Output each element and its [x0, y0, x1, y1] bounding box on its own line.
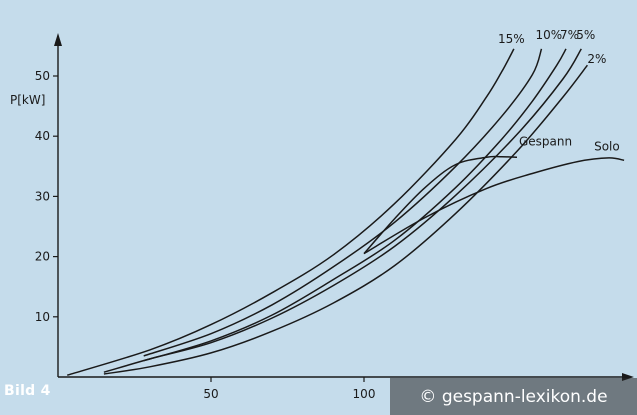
ticks: 10 20 30 40 50 50 100 — [35, 69, 376, 401]
y-tick-label: 20 — [35, 250, 50, 264]
figure-label: Bild 4 — [4, 383, 51, 399]
curve-label-2pct: 2% — [587, 52, 606, 66]
curve-15pct — [66, 48, 515, 376]
curve-5pct — [103, 48, 582, 373]
axes: P[kW] — [10, 33, 634, 381]
y-axis-arrow — [54, 33, 62, 46]
y-tick-label: 10 — [35, 310, 50, 324]
curve-labels: 15% 10%7%5% 2% Gespann Solo — [498, 28, 620, 153]
y-tick-label: 50 — [35, 69, 50, 83]
curve-7pct — [143, 48, 567, 362]
curve-label-15pct: 15% — [498, 32, 525, 46]
curve-solo — [363, 157, 625, 255]
curve-10pct — [143, 48, 543, 357]
x-tick-label: 50 — [203, 387, 218, 401]
curve-label-5pct: 5% — [576, 28, 595, 42]
curve-label-10pct: 10% — [535, 28, 562, 42]
y-tick-label: 30 — [35, 189, 50, 203]
curve-label-gespann: Gespann — [519, 134, 572, 148]
watermark: © gespann-lexikon.de — [390, 378, 637, 415]
curve-2pct — [103, 64, 588, 375]
curve-gespann — [363, 155, 518, 255]
y-axis-title: P[kW] — [10, 93, 45, 107]
curve-label-7pct: 7% — [560, 28, 579, 42]
x-tick-label: 100 — [353, 387, 376, 401]
y-tick-label: 40 — [35, 129, 50, 143]
curve-label-solo: Solo — [594, 139, 620, 153]
curves — [66, 48, 625, 376]
